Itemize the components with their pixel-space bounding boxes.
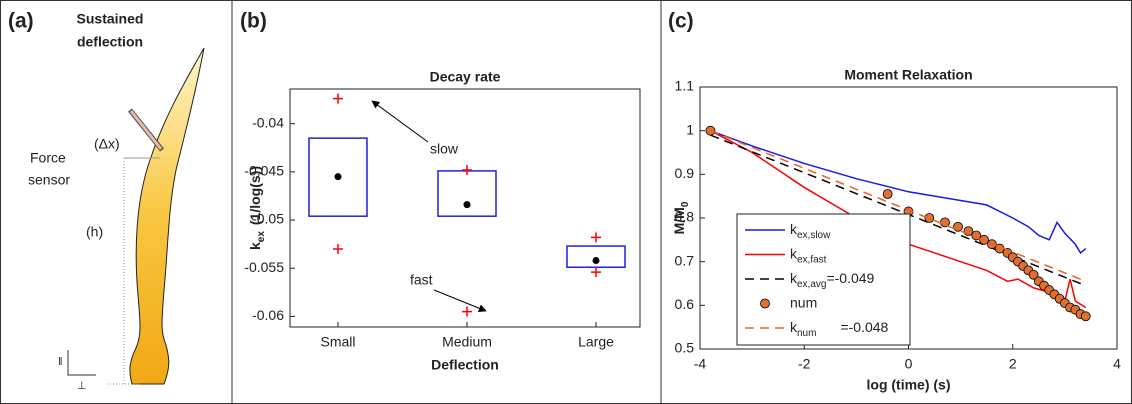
label: sensor — [28, 172, 70, 188]
title: Sustained — [77, 11, 144, 27]
outlier — [591, 232, 601, 243]
legend-label: num — [790, 294, 817, 310]
x-tick-label: 4 — [1113, 356, 1121, 372]
label: (Δx) — [94, 136, 120, 152]
annotation-arrow — [371, 100, 429, 143]
legend-name: k — [790, 245, 798, 261]
y-tick-label: 0.7 — [675, 252, 695, 268]
annotation-arrow — [433, 289, 487, 313]
box — [566, 245, 626, 269]
annotation: fast — [410, 272, 433, 288]
label: ⊥ — [77, 380, 87, 392]
marker — [953, 221, 963, 232]
panel-label: (a) — [8, 10, 34, 33]
series-line — [710, 129, 1087, 255]
y-tick-label: -0.05 — [252, 211, 284, 227]
legend-suffix: =-0.049 — [826, 270, 874, 286]
subscript: ex,avg — [797, 279, 826, 290]
y-axis-label-main: k — [247, 242, 263, 250]
legend-name: k — [790, 270, 798, 286]
y-axis-label-main: M/M — [671, 207, 687, 234]
legend-label: knum =-0.048 — [790, 319, 889, 339]
outlier — [591, 267, 601, 278]
y-tick-label: 0.8 — [675, 209, 695, 225]
x-tick-label: Small — [320, 334, 355, 350]
mean-dot — [592, 257, 600, 265]
label: (h) — [86, 224, 103, 240]
force-sensor-inner — [129, 110, 163, 150]
mean-dot — [463, 201, 471, 209]
box — [437, 170, 497, 217]
marker — [1080, 311, 1091, 322]
subscript: ex — [256, 231, 267, 243]
legend-name: k — [790, 221, 798, 237]
y-axis-label-rest: (1/log(s)) — [247, 166, 263, 225]
y-tick-label: 0.5 — [675, 340, 695, 356]
outlier — [462, 306, 472, 317]
label: ǁ — [58, 356, 63, 368]
outlier — [333, 243, 343, 254]
panel-label: (b) — [240, 10, 267, 33]
axes-box — [289, 88, 641, 328]
x-axis-label: Deflection — [431, 357, 499, 373]
x-axis-label: log (time) (s) — [867, 377, 951, 393]
outlier — [333, 93, 343, 104]
marker — [924, 213, 935, 223]
x-tick-label: 2 — [1009, 356, 1017, 372]
legend-marker — [760, 298, 770, 309]
legend-label: kex,avg=-0.049 — [790, 270, 875, 290]
y-tick-label: 0.6 — [675, 296, 695, 312]
outlier — [462, 164, 472, 175]
subscript: 0 — [680, 201, 691, 207]
title: deflection — [77, 34, 143, 50]
x-tick-label: 0 — [905, 356, 913, 372]
legend-name: num — [790, 294, 817, 310]
y-axis-label: kex (1/log(s)) — [247, 166, 267, 250]
chart-title: Decay rate — [430, 69, 501, 85]
box — [308, 137, 368, 217]
y-tick-label: 1 — [686, 121, 694, 137]
series-line — [710, 129, 1086, 283]
legend-label: kex,fast — [790, 245, 827, 265]
y-tick-label: 1.1 — [675, 78, 695, 94]
orientation-axes — [67, 350, 96, 376]
series-line — [710, 134, 1086, 287]
subscript: num — [797, 328, 816, 339]
x-tick-label: Medium — [442, 334, 492, 350]
panel-label: (c) — [668, 10, 694, 33]
hair-shape — [129, 47, 205, 385]
subscript: ex,fast — [797, 255, 827, 266]
marker — [979, 234, 989, 245]
y-tick-label: -0.06 — [252, 307, 284, 323]
marker — [1028, 269, 1039, 280]
y-tick-label: 0.9 — [675, 165, 695, 181]
legend-label: kex,slow — [790, 221, 831, 241]
x-tick-label: Large — [578, 334, 614, 350]
y-axis-label: M/M0 — [671, 201, 691, 234]
subscript: ex,slow — [797, 230, 831, 241]
x-tick-label: -2 — [798, 356, 811, 372]
y-tick-label: -0.055 — [244, 259, 284, 275]
x-tick-label: -4 — [694, 356, 707, 372]
legend-name: k — [790, 319, 798, 335]
mean-dot — [334, 173, 342, 181]
marker — [882, 189, 893, 199]
y-tick-label: -0.045 — [244, 163, 284, 179]
annotation: slow — [430, 141, 459, 157]
series-line — [710, 130, 1087, 309]
y-tick-label: -0.04 — [252, 114, 284, 130]
chart-title: Moment Relaxation — [844, 67, 972, 83]
legend-suffix: =-0.048 — [840, 319, 888, 335]
label: Force — [30, 150, 66, 166]
